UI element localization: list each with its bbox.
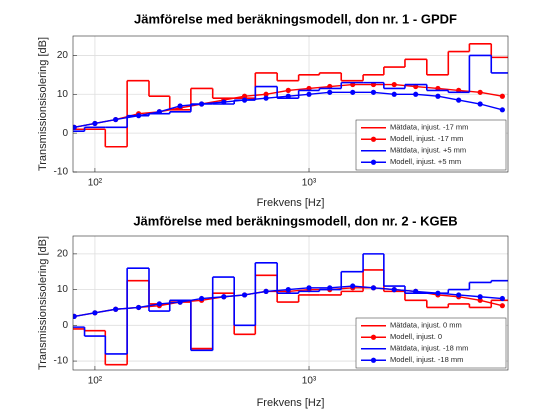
x-tick-label: 10³	[302, 376, 317, 387]
subplot: -10 0 10 20 10² 10³ Jämförelse med beräkningsm…	[37, 11, 509, 209]
y-tick-label: 10	[57, 89, 69, 100]
x-tick-label: 10²	[88, 376, 103, 387]
model-marker	[241, 292, 248, 298]
model-marker	[370, 89, 377, 95]
model-marker	[327, 285, 333, 291]
chart-title: Jämförelse med beräkningsmodell, don nr.…	[134, 11, 457, 26]
plot-lines	[73, 42, 508, 148]
model-marker	[477, 294, 483, 300]
y-tick-label: 0	[62, 128, 68, 139]
model-marker	[263, 91, 269, 97]
model-marker	[241, 93, 248, 99]
model-marker	[285, 87, 291, 93]
axes-box	[72, 235, 509, 371]
model-marker	[456, 292, 462, 298]
model-marker	[136, 113, 142, 119]
model-marker	[113, 306, 119, 312]
model-marker	[177, 299, 183, 305]
model-marker	[199, 295, 205, 302]
legend-marker	[370, 136, 377, 142]
model-marker	[350, 283, 356, 289]
model-marker	[391, 91, 397, 97]
model-marker	[156, 301, 162, 307]
legend-marker	[370, 357, 377, 363]
model-marker	[285, 93, 291, 99]
axes-box	[72, 35, 509, 173]
model-marker	[285, 287, 291, 293]
legend-marker	[370, 334, 377, 340]
model-marker	[73, 124, 77, 130]
model-marker	[263, 95, 269, 101]
model-marker	[221, 99, 227, 105]
model-marker	[92, 310, 98, 316]
model-marker	[156, 109, 162, 115]
model-marker	[499, 295, 505, 302]
model-marker	[413, 91, 419, 97]
model-marker	[241, 97, 248, 103]
model-marker	[435, 290, 441, 296]
model-marker	[113, 116, 119, 123]
y-tick-label: -10	[54, 356, 69, 367]
legend-label: Mätdata, injust. -18 mm	[390, 344, 468, 353]
x-tick-label: 10²	[88, 178, 103, 189]
model-marker	[177, 103, 183, 109]
model-marker	[413, 288, 419, 294]
legend-label: Modell, injust. +5 mm	[390, 157, 461, 166]
model-marker	[370, 285, 377, 291]
model-marker	[499, 93, 505, 99]
legend-label: Mätdata, injust. +5 mm	[390, 146, 466, 155]
model-marker	[477, 101, 483, 107]
model-marker	[477, 297, 483, 303]
plot-lines	[73, 253, 508, 366]
legend-label: Modell, injust. 0	[390, 332, 442, 341]
model-marker	[221, 294, 227, 300]
y-tick-label: 20	[57, 249, 69, 260]
model-marker	[199, 101, 205, 107]
model-marker	[92, 120, 98, 127]
model-marker	[391, 81, 397, 88]
model-marker	[350, 89, 356, 95]
y-tick-label: 0	[62, 320, 68, 331]
x-axis-label: Frekvens [Hz]	[257, 397, 325, 409]
model-marker	[477, 89, 483, 95]
y-tick-label: 20	[57, 50, 69, 61]
x-tick-label: 10³	[302, 178, 317, 189]
y-axis-label: Transmissionsisolering [dB]	[37, 37, 49, 171]
model-marker	[73, 313, 77, 319]
model-marker	[306, 91, 312, 97]
legend-label: Mätdata, injust. -17 mm	[390, 123, 468, 132]
y-axis-label: Transmissionsisolering [dB]	[37, 236, 49, 370]
legend-label: Modell, injust. -17 mm	[390, 134, 463, 143]
model-marker	[435, 93, 441, 99]
subplot: -10 0 10 20 10² 10³ Jämförelse med beräkningsm…	[37, 213, 509, 409]
model-marker	[499, 107, 505, 113]
model-marker	[136, 304, 142, 311]
model-marker	[391, 287, 397, 293]
chart-title: Jämförelse med beräkningsmodell, don nr.…	[133, 213, 457, 228]
model-marker	[499, 303, 505, 309]
model-marker	[306, 285, 312, 291]
y-tick-label: 10	[57, 284, 69, 295]
model-marker	[327, 89, 333, 95]
model-marker	[456, 97, 462, 103]
model-marker	[263, 288, 269, 294]
x-axis-label: Frekvens [Hz]	[257, 197, 325, 209]
legend-label: Modell, injust. -18 mm	[390, 355, 463, 364]
legend-marker	[370, 159, 377, 165]
legend-label: Mätdata, injust. 0 mm	[390, 321, 462, 330]
y-tick-label: -10	[54, 167, 69, 178]
